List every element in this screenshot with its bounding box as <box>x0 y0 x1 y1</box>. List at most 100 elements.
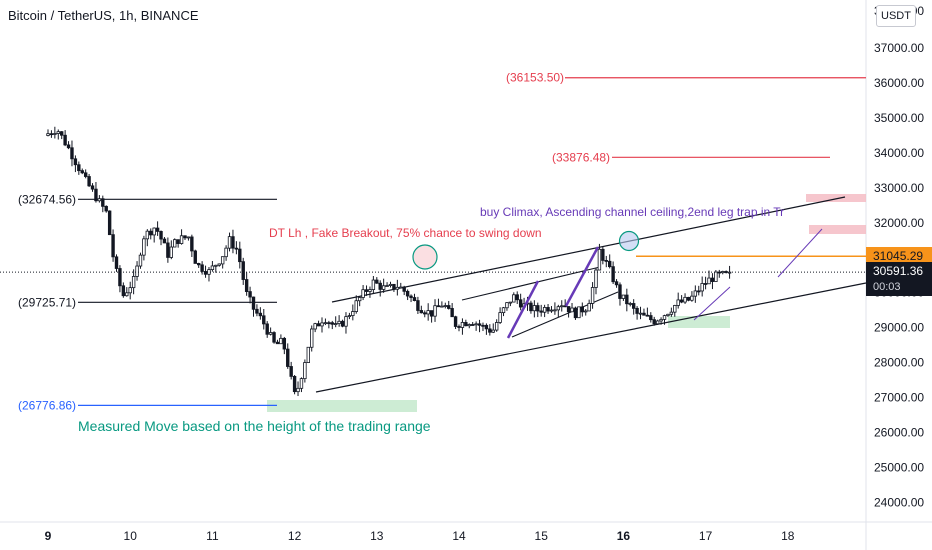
candle-up <box>138 254 143 267</box>
candle-up <box>512 294 516 303</box>
candle-down <box>248 291 252 298</box>
candle-down <box>724 271 728 273</box>
candle-down <box>652 319 656 325</box>
x-tick-label: 12 <box>288 529 302 543</box>
candle-up <box>553 309 557 312</box>
candle-down <box>450 308 454 318</box>
candle-down <box>416 300 420 311</box>
candle-up <box>426 310 430 315</box>
candle-up <box>173 239 177 248</box>
candle-up <box>560 305 564 308</box>
candle-down <box>234 247 239 250</box>
candle-down <box>717 271 721 274</box>
y-tick-label: 29000.00 <box>874 321 924 335</box>
candle-up <box>323 322 328 325</box>
candle-down <box>697 290 701 293</box>
candle-down <box>183 235 187 239</box>
candle-up <box>344 316 348 327</box>
candle-up <box>371 279 376 290</box>
candle-down <box>625 294 629 305</box>
candle-up <box>638 312 643 315</box>
candle-down <box>275 341 280 345</box>
candle-up <box>498 312 502 323</box>
candle-down <box>447 305 451 309</box>
candle-down <box>196 263 201 266</box>
candle-up <box>333 323 338 325</box>
candle-up <box>395 286 400 290</box>
price-level-label: (32674.56) <box>18 192 76 206</box>
candle-down <box>686 296 691 301</box>
candle-down <box>73 158 78 166</box>
double-top-circle <box>412 244 438 270</box>
candle-down <box>231 236 235 249</box>
candle-down <box>429 310 434 317</box>
candle-down <box>80 170 84 174</box>
candle-down <box>255 308 259 314</box>
candle-down <box>176 239 180 244</box>
x-tick-label: 14 <box>452 529 466 543</box>
candle-up <box>577 306 581 319</box>
candle-up <box>313 323 317 330</box>
candle-up <box>368 289 372 292</box>
candle-up <box>532 305 537 312</box>
candle-down <box>375 279 379 284</box>
candle-down <box>546 307 550 312</box>
candle-up <box>217 263 221 266</box>
y-tick-label: 32000.00 <box>874 216 924 230</box>
candle-down <box>436 305 441 308</box>
candle-down <box>104 205 108 212</box>
annotation-measured-move: Measured Move based on the height of the… <box>78 418 431 434</box>
candle-up <box>186 236 191 239</box>
candle-down <box>453 316 458 327</box>
candle-down <box>114 256 119 269</box>
candle-up <box>693 290 698 297</box>
price-level-label: (26776.86) <box>18 398 76 412</box>
candle-up <box>152 227 156 236</box>
candle-down <box>488 328 492 333</box>
x-tick-label: 18 <box>781 529 795 543</box>
candle-up <box>385 285 389 287</box>
candle-down <box>679 299 684 303</box>
candle-down <box>193 250 197 264</box>
higher-low-zone <box>668 316 730 328</box>
candle-up <box>460 322 465 328</box>
candle-down <box>265 323 269 335</box>
candle-up <box>700 283 704 292</box>
candle-down <box>63 134 67 146</box>
candle-down <box>121 285 126 297</box>
y-tick-label: 36000.00 <box>874 76 924 90</box>
x-tick-label: 9 <box>45 529 52 543</box>
climax-circle <box>618 230 640 252</box>
candle-up <box>399 286 403 289</box>
candle-down <box>457 326 461 328</box>
candle-up <box>320 322 324 327</box>
candle-down <box>566 306 571 313</box>
current-price-tag: 30591.36 00:03 <box>866 262 932 296</box>
candle-down <box>190 236 194 252</box>
candle-down <box>518 299 523 308</box>
currency-button[interactable]: USDT <box>876 5 916 27</box>
candle-down <box>649 315 653 321</box>
purple-leg-2 <box>564 246 600 307</box>
candle-up <box>690 295 694 301</box>
candle-down <box>316 323 321 327</box>
candle-up <box>131 276 136 289</box>
bottom-support-zone <box>267 400 417 412</box>
candle-down <box>481 324 485 327</box>
candle-up <box>53 133 57 135</box>
candle-down <box>635 307 639 314</box>
candle-down <box>601 248 605 261</box>
candle-up <box>303 362 307 380</box>
candle-down <box>529 302 533 312</box>
candle-up <box>296 387 300 393</box>
x-tick-label: 11 <box>206 529 219 543</box>
candle-down <box>580 306 584 313</box>
candle-down <box>611 266 615 283</box>
candle-up <box>125 292 129 297</box>
candle-up <box>128 287 132 294</box>
candle-up <box>443 305 447 307</box>
candle-down <box>241 261 245 280</box>
candle-down <box>536 305 540 312</box>
